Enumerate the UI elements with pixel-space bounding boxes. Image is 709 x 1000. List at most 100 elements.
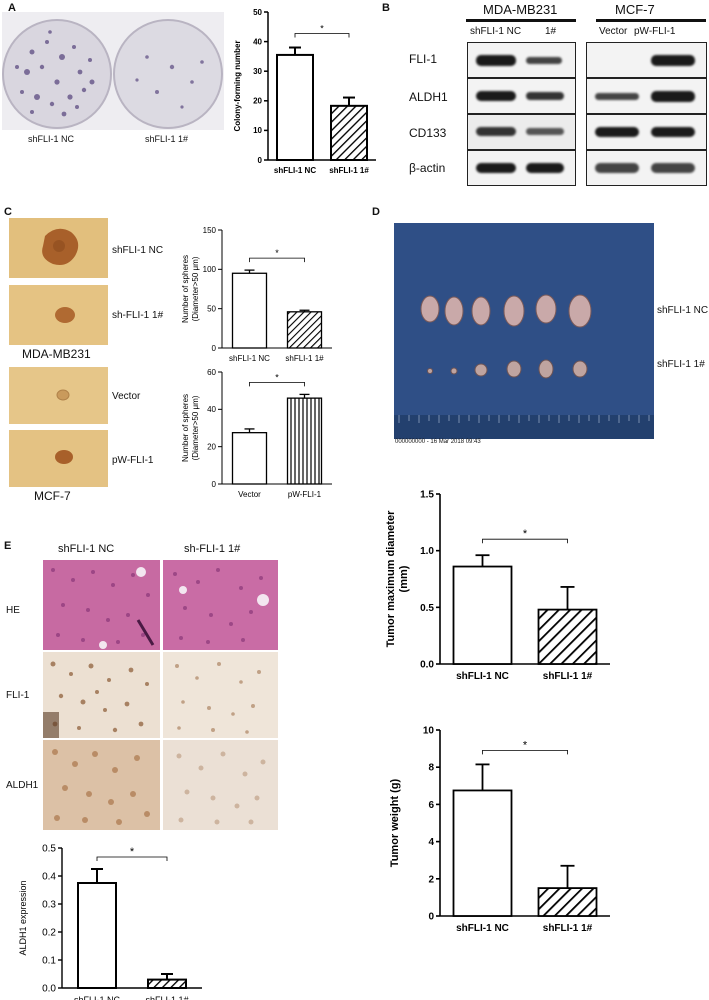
category-label: shFLI-1 NC [456, 923, 509, 934]
significance-star: * [275, 248, 279, 258]
significance-bracket [249, 382, 305, 387]
y-tick-label: 1.0 [420, 546, 434, 557]
y-tick-label: 100 [203, 265, 217, 274]
y-tick-label: 0.1 [42, 956, 56, 967]
significance-star: * [523, 528, 528, 540]
y-axis-label: Tumor maximum diameter [385, 510, 397, 647]
tumor-photo [394, 223, 654, 448]
blot-label-cd133: CD133 [409, 126, 447, 140]
blot-label-aldh1: ALDH1 [409, 90, 448, 104]
y-tick-label: 0.4 [42, 872, 56, 883]
category-label: shFLI-1 1# [329, 166, 369, 175]
y-tick-label: 0.5 [420, 603, 434, 614]
bar [77, 882, 117, 989]
ihc-col-nc: shFLI-1 NC [58, 543, 115, 555]
colony-forming-chart: 0 10 20 30 40 50 Colony-forming number shFLI-1 … [233, 8, 376, 175]
y-tick-label: 0.5 [42, 844, 56, 855]
blot-mda-aldh1 [467, 78, 576, 114]
panel-c-label: C [4, 206, 12, 218]
sphere-label-vector: Vector [112, 391, 141, 402]
y-tick-label: 150 [203, 226, 217, 235]
category-label: shFLI-1 1# [543, 923, 593, 934]
tumor-weight-chart: 0 2 4 6 8 10 Tumor weight (g) shFLI-1 NC shFLI-1… [389, 726, 610, 934]
bar [537, 887, 598, 917]
group-label-mda: MDA-MB231 [22, 347, 91, 361]
category-label: shFLI-1 1# [285, 354, 324, 363]
category-label: shFLI-1 1# [543, 671, 593, 682]
y-tick-label: 30 [253, 67, 262, 76]
y-tick-label: 2 [428, 874, 434, 885]
bar [537, 608, 598, 665]
bar [286, 311, 323, 349]
sphere-image-nc [9, 218, 108, 278]
significance-star: * [130, 846, 135, 858]
lane-kd: 1# [545, 26, 557, 37]
blot-mda-cd133 [467, 114, 576, 150]
group-mcf-line [596, 19, 706, 22]
category-label: shFLI-1 NC [456, 671, 509, 682]
axes: 0 10 20 30 40 50 [253, 8, 376, 165]
tumor-photo-stamp: 000000000 - 16 Mar 2018 09:43 [395, 439, 481, 445]
blot-label-actin: β-actin [409, 161, 446, 175]
significance-star: * [320, 24, 324, 34]
blot-label-fli1: FLI-1 [409, 52, 438, 66]
y-tick-label: 0 [258, 156, 263, 165]
colony-dish-kd [112, 12, 224, 130]
blot-mda-actin [467, 150, 576, 186]
blot-mcf-actin [586, 150, 707, 186]
lane-vector: Vector [599, 26, 628, 37]
bar [452, 789, 513, 917]
y-tick-label: 0 [212, 480, 217, 489]
y-tick-label: 4 [428, 837, 434, 848]
ihc-row-he: HE [6, 605, 20, 616]
significance-bracket [482, 538, 568, 544]
y-axis-label: Number of spheres [181, 255, 190, 323]
y-tick-label: 10 [423, 726, 435, 737]
sphere-chart-mda: 0 50 100 150 Number of spheres (Diameter>50 μ… [181, 226, 332, 363]
group-mda-line [466, 19, 576, 22]
y-tick-label: 50 [207, 304, 216, 313]
category-label: shFLI-1 NC [274, 166, 316, 175]
tumor-diameter-chart: 0.0 0.5 1.0 1.5 Tumor maximum diameter (mm) sh… [385, 490, 610, 682]
ihc-row-aldh1: ALDH1 [6, 780, 39, 791]
blot-mda-fli1 [467, 42, 576, 78]
sphere-label-nc: shFLI-1 NC [112, 245, 164, 256]
tumor-label-kd: shFLI-1 1# [657, 359, 705, 370]
bar [147, 978, 187, 990]
y-tick-label: 20 [253, 97, 262, 106]
y-tick-label: 0 [212, 344, 217, 353]
ihc-col-kd: sh-FLI-1 1# [184, 543, 241, 555]
significance-bracket [249, 257, 305, 263]
y-tick-label: 40 [207, 405, 216, 414]
panel-e-label: E [4, 540, 12, 552]
significance-bracket [294, 33, 350, 38]
ihc-he-nc [43, 560, 160, 650]
y-tick-label: 8 [428, 763, 434, 774]
significance-star: * [523, 739, 528, 751]
bar [231, 272, 268, 349]
category-label: Vector [238, 490, 261, 499]
y-axis-label: ALDH1 expression [18, 880, 28, 955]
y-tick-label: 20 [207, 442, 216, 451]
group-mcf: MCF-7 [615, 2, 655, 17]
y-tick-label: 0.0 [42, 984, 56, 995]
ihc-fli1-nc [43, 652, 160, 738]
sphere-image-vector [9, 367, 108, 424]
y-axis-label: (mm) [398, 565, 410, 592]
bar [452, 565, 513, 665]
lane-nc: shFLI-1 NC [470, 26, 522, 37]
significance-star: * [275, 372, 279, 382]
group-mda: MDA-MB231 [483, 2, 558, 17]
ihc-row-fli1: FLI-1 [6, 690, 30, 701]
ihc-aldh1-nc [43, 740, 160, 830]
blot-mcf-fli1 [586, 42, 707, 78]
dish-caption-kd: shFLI-1 1# [145, 134, 189, 144]
bar [231, 432, 268, 485]
y-tick-label: 40 [253, 37, 262, 46]
y-axis-label: Colony-forming number [233, 40, 242, 131]
sphere-chart-mcf: 0 20 40 60 Number of spheres (Diameter>50 μm)… [181, 368, 332, 499]
category-label: shFLI-1 1# [145, 995, 188, 1000]
sphere-label-kd: sh-FLI-1 1# [112, 310, 164, 321]
y-tick-label: 60 [207, 368, 216, 377]
y-tick-label: 50 [253, 8, 262, 17]
